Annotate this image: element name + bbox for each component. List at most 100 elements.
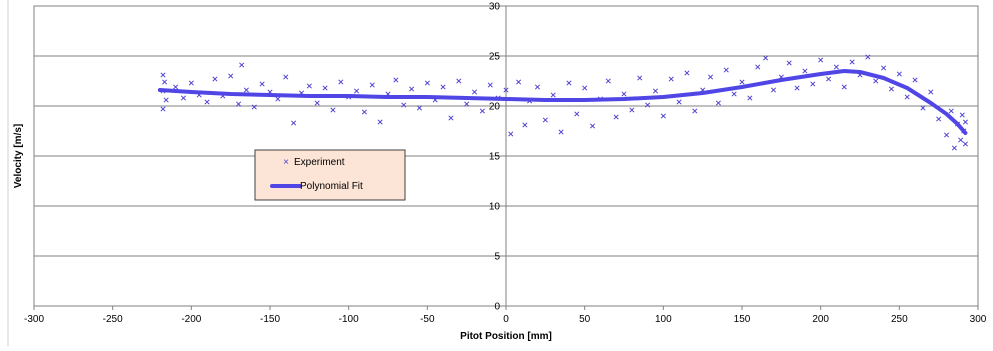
tick-labels: 0 5 10 15 20 25 30 -300 -250 -200 -150 -100 -50 0 50 10…: [24, 2, 987, 326]
experiment-point: [928, 89, 934, 95]
experiment-point: [645, 102, 651, 108]
x-tick-label: -200: [181, 314, 201, 325]
experiment-point: [440, 84, 446, 90]
legend-x-marker-icon: ×: [283, 157, 289, 168]
y-axis-title: Velocity [m/s]: [13, 124, 24, 188]
experiment-point: [739, 79, 745, 85]
experiment-point: [794, 85, 800, 91]
experiment-point: [424, 80, 430, 86]
x-tick-label: 250: [891, 314, 908, 325]
y-tick-label: 30: [489, 2, 501, 13]
experiment-point: [802, 68, 808, 74]
legend-label-polynomial-fit: Polynomial Fit: [300, 181, 363, 192]
experiment-point: [873, 78, 879, 84]
experiment-point: [912, 77, 918, 83]
experiment-point: [291, 120, 297, 126]
experiment-point: [542, 117, 548, 123]
x-tick-label: 300: [970, 314, 987, 325]
x-tick-label: -300: [24, 314, 44, 325]
experiment-point: [763, 55, 769, 61]
experiment-point: [275, 96, 281, 102]
experiment-point: [629, 107, 635, 113]
plot-series: [157, 54, 968, 151]
experiment-point: [637, 75, 643, 81]
experiment-point: [173, 84, 179, 90]
experiment-point: [243, 87, 249, 93]
experiment-point: [652, 88, 659, 94]
experiment-point: [621, 91, 627, 97]
experiment-point: [849, 59, 855, 65]
experiment-point: [487, 82, 493, 88]
x-tick-label: -100: [339, 314, 359, 325]
x-tick-label: 0: [503, 314, 509, 325]
experiment-point: [818, 57, 824, 63]
experiment-point: [314, 100, 320, 106]
experiment-point: [283, 74, 289, 80]
experiment-point: [409, 86, 415, 92]
experiment-point: [204, 99, 210, 105]
x-tick-label: -150: [260, 314, 280, 325]
experiment-point: [416, 105, 423, 111]
experiment-point: [464, 101, 470, 107]
experiment-point: [479, 108, 485, 114]
experiment-point: [558, 129, 564, 135]
experiment-point: [707, 74, 714, 80]
experiment-point: [755, 64, 761, 70]
experiment-point: [338, 79, 344, 85]
experiment-point: [534, 84, 541, 90]
experiment-point: [251, 104, 257, 110]
experiment-point: [786, 60, 792, 66]
x-tick-label: 100: [655, 314, 672, 325]
experiment-point: [605, 78, 611, 84]
legend-box: [254, 149, 406, 201]
experiment-point: [676, 99, 682, 105]
experiment-point: [948, 108, 954, 114]
experiment-point: [904, 94, 910, 100]
experiment-point: [550, 92, 556, 98]
y-tick-label: 0: [494, 302, 500, 313]
experiment-point: [235, 101, 242, 107]
experiment-point: [865, 54, 871, 60]
experiment-point: [613, 114, 619, 120]
experiment-point: [330, 107, 336, 113]
experiment-point: [377, 119, 383, 125]
experiment-point: [692, 108, 698, 114]
x-tick-label: 150: [734, 314, 751, 325]
x-tick-label: 50: [579, 314, 591, 325]
experiment-point: [962, 141, 968, 147]
experiment-point: [361, 109, 367, 115]
experiment-point: [723, 67, 729, 73]
polynomial-fit-line: [157, 69, 968, 135]
y-tick-label: 20: [489, 102, 501, 113]
experiment-point: [163, 97, 169, 103]
experiment-point: [943, 132, 950, 138]
experiment-point: [228, 73, 234, 79]
experiment-point: [770, 87, 777, 93]
experiment-point: [180, 95, 187, 101]
experiment-point: [888, 86, 895, 92]
experiment-point: [660, 113, 666, 119]
experiment-point: [322, 85, 328, 91]
experiment-point: [353, 88, 360, 94]
x-tick-label: 200: [812, 314, 829, 325]
experiment-point: [522, 122, 528, 128]
experiment-point: [448, 115, 454, 121]
experiment-point: [920, 105, 926, 111]
x-axis-title: Pitot Position [mm]: [460, 331, 552, 342]
experiment-point: [212, 76, 218, 82]
experiment-point: [936, 116, 942, 122]
experiment-point: [508, 131, 514, 137]
experiment-point: [516, 79, 522, 85]
experiment-point: [188, 80, 194, 86]
experiment-point: [896, 71, 902, 77]
experiment-point: [259, 81, 265, 87]
y-tick-label: 10: [489, 202, 501, 213]
legend-label-experiment: Experiment: [294, 157, 345, 168]
y-tick-label: 25: [489, 52, 501, 63]
experiment-point: [810, 81, 816, 87]
experiment-point: [369, 82, 375, 88]
experiment-point: [401, 102, 407, 108]
experiment-point: [747, 95, 753, 101]
